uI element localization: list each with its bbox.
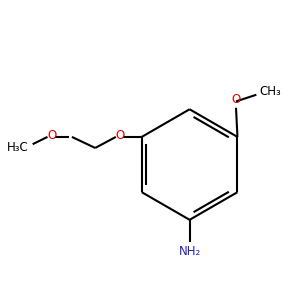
Text: O: O <box>231 93 241 106</box>
Text: CH₃: CH₃ <box>259 85 281 98</box>
Text: H₃C: H₃C <box>7 141 28 154</box>
Text: NH₂: NH₂ <box>178 245 201 258</box>
Text: O: O <box>115 129 124 142</box>
Text: O: O <box>47 129 56 142</box>
